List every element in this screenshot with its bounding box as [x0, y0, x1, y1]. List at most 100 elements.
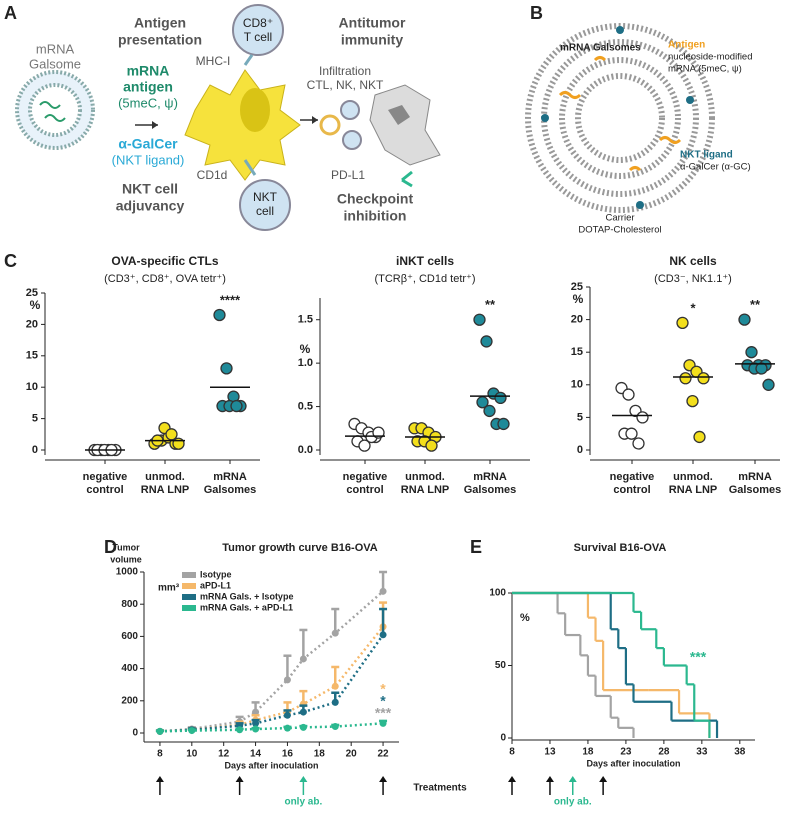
x-tick-label: mRNA [213, 471, 247, 483]
series-line [159, 722, 384, 733]
legend-swatch [182, 583, 196, 589]
data-point [331, 629, 339, 637]
chart-title: iNKT cells [396, 254, 454, 268]
data-point [636, 411, 649, 424]
legend-label: mRNA Gals. + aPD-L1 [200, 602, 293, 612]
label: CD1d [197, 168, 228, 182]
x-tick-label: control [346, 484, 383, 496]
label: Infiltration [319, 64, 371, 78]
data-point [480, 335, 493, 348]
data-point [299, 723, 307, 731]
y-axis-unit: mm³ [158, 583, 180, 594]
data-point [165, 428, 178, 441]
y-axis-label: % [30, 298, 41, 312]
data-point [156, 727, 164, 735]
data-point [697, 372, 710, 385]
label: α-GalCer [118, 136, 178, 152]
data-point [213, 308, 226, 322]
label: mRNA Galsomes [560, 43, 641, 54]
annotation: ** [485, 297, 496, 312]
x-tick-label: RNA LNP [141, 484, 189, 496]
label: Antigen [134, 15, 186, 31]
chart-title: Tumor growth curve B16-OVA [222, 542, 378, 554]
series-line [159, 625, 385, 733]
label: Antigen [668, 40, 705, 51]
data-point [483, 404, 496, 418]
x-tick-label: 14 [250, 749, 262, 760]
label: antigen [123, 79, 173, 95]
y-tick-label: 100 [489, 588, 506, 599]
x-tick-label: 28 [658, 747, 670, 758]
treatment-arrowhead [508, 776, 516, 782]
treatment-arrowhead [545, 776, 554, 782]
label: Carrier [605, 213, 634, 224]
x-tick-label: control [86, 484, 123, 496]
y-tick-label: 0 [577, 444, 583, 456]
label: nucleoside-modified [668, 52, 753, 63]
data-point [331, 682, 339, 690]
legend-swatch [182, 594, 196, 600]
label: mRNA [127, 63, 170, 79]
label: inhibition [344, 208, 407, 224]
x-tick-label: 33 [696, 747, 708, 758]
data-point [755, 362, 768, 375]
data-point [379, 631, 387, 639]
x-tick-label: 38 [734, 747, 746, 758]
x-tick-label: 12 [218, 749, 230, 760]
y-tick-label: 0 [132, 728, 138, 739]
annotation: **** [220, 292, 241, 307]
annotation: * [690, 300, 696, 315]
data-point [494, 391, 507, 405]
data-point [220, 362, 233, 375]
y-tick-label: 20 [26, 318, 38, 330]
data-point [283, 676, 291, 684]
y-tick-label: 25 [571, 281, 583, 293]
data-point [676, 316, 689, 330]
x-tick-label: unmod. [145, 471, 185, 483]
data-point [283, 711, 291, 719]
y-tick-label: 400 [121, 663, 138, 674]
panel-letter: D [104, 537, 117, 557]
chart-title: Survival B16-OVA [574, 542, 667, 554]
label: CD8⁺ [243, 16, 273, 30]
y-tick-label: 10 [571, 379, 583, 391]
y-tick-label: 0.5 [298, 400, 313, 412]
label: presentation [118, 32, 202, 48]
label: MHC-I [196, 54, 231, 68]
label: cell [256, 204, 274, 218]
antibody-only-label: only ab. [284, 797, 322, 808]
label: NKT ligand [680, 150, 733, 161]
x-tick-label: 18 [314, 749, 326, 760]
treatment-arrowhead [568, 776, 577, 782]
data-point [625, 427, 638, 440]
x-tick-label: 23 [620, 747, 632, 758]
x-tick-label: negative [610, 471, 655, 483]
x-tick-label: 8 [157, 749, 163, 760]
data-point [738, 313, 751, 326]
data-point [379, 719, 387, 727]
data-point [358, 439, 371, 452]
y-tick-label: 0.0 [298, 444, 313, 456]
annotation: *** [375, 705, 392, 721]
label: CTL, NK, NKT [307, 78, 384, 92]
y-axis-label: % [300, 342, 311, 356]
data-point [331, 698, 339, 706]
data-point [762, 378, 775, 391]
x-tick-label: mRNA [738, 471, 772, 483]
y-tick-label: 0 [500, 733, 506, 744]
data-point [299, 655, 307, 663]
legend-swatch [182, 605, 196, 611]
y-tick-label: 15 [26, 350, 38, 362]
x-tick-label: Galsomes [204, 484, 257, 496]
y-tick-label: 1.0 [298, 357, 313, 369]
label: mRNA (5meC, ψ) [668, 64, 742, 75]
x-tick-label: unmod. [673, 471, 713, 483]
y-tick-label: 200 [121, 695, 138, 706]
label: (NKT ligand) [112, 152, 185, 167]
data-point [693, 430, 706, 444]
x-tick-label: 8 [509, 747, 515, 758]
panel-letter: C [4, 251, 17, 271]
x-tick-label: 22 [378, 749, 390, 760]
x-tick-label: unmod. [405, 471, 445, 483]
